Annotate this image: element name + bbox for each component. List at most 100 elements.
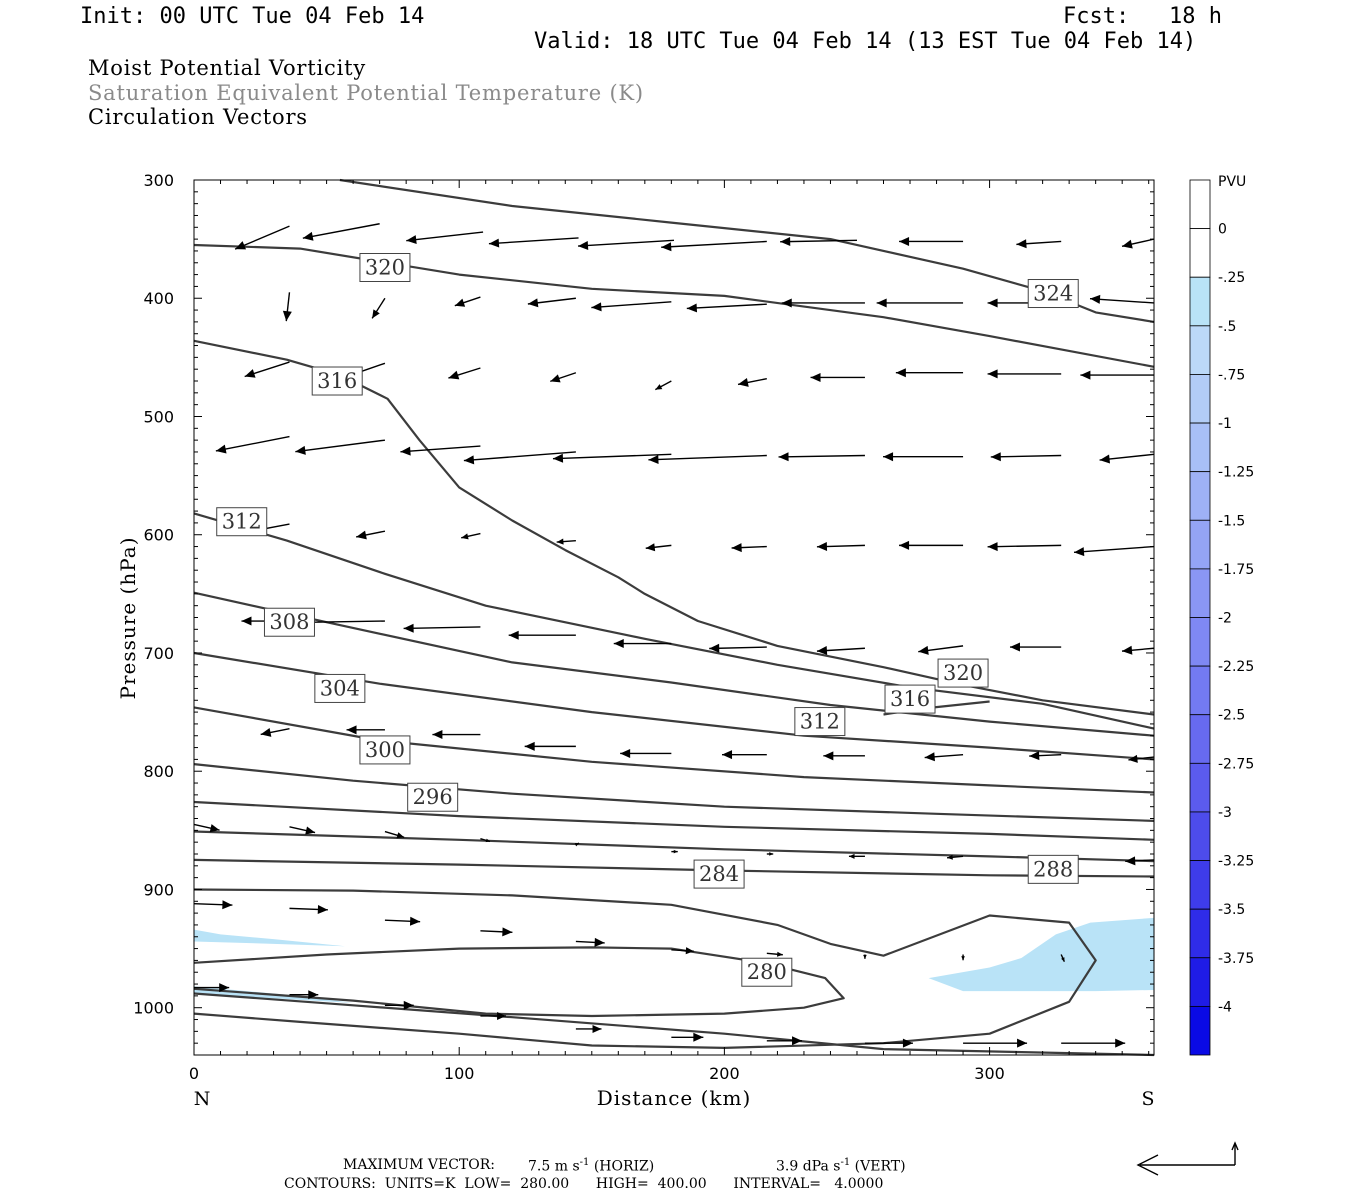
- colorbar-label: -2.5: [1218, 708, 1245, 724]
- vector-head: [406, 235, 417, 245]
- vector-head: [346, 725, 357, 735]
- vector-head: [902, 1038, 913, 1048]
- vector-head: [1029, 751, 1040, 761]
- contour-label-text: 316: [317, 369, 357, 393]
- vector-arrow: [480, 927, 513, 937]
- vector-shaft: [591, 301, 672, 309]
- vector-shaft: [686, 303, 767, 310]
- vector-arrow: [432, 730, 481, 740]
- contour-288-10: [193, 858, 1155, 878]
- vector-head: [987, 369, 998, 379]
- vector-head: [780, 237, 791, 247]
- contour-324-0: [339, 178, 1155, 323]
- max-vector-label: MAXIMUM VECTOR:: [343, 1157, 495, 1173]
- contour-label-text: 280: [747, 960, 787, 984]
- vector-arrow: [508, 630, 576, 640]
- vector-arrow: [289, 826, 316, 835]
- vector-head: [497, 1011, 507, 1021]
- y-tick-label: 300: [143, 171, 174, 190]
- vector-head: [1122, 645, 1133, 655]
- y-tick-label: 500: [143, 407, 174, 426]
- init-time: Init: 00 UTC Tue 04 Feb 14: [80, 4, 425, 29]
- vector-arrow: [215, 435, 290, 454]
- contour-320-1: [193, 243, 1155, 368]
- x-tick-label: 0: [189, 1064, 199, 1083]
- x-axis-label: Distance (km): [597, 1086, 752, 1110]
- vector-arrow: [1060, 954, 1066, 962]
- vector-arrow: [1061, 1038, 1126, 1048]
- reference-vector: [1136, 1141, 1239, 1176]
- contour-label-text: 312: [222, 510, 262, 534]
- colorbar-swatch: [1189, 276, 1211, 327]
- vector-head: [356, 530, 367, 540]
- max-vector-vert: 3.9 dPa s-1 (VERT): [776, 1157, 906, 1175]
- colorbar-swatch: [1189, 1005, 1211, 1056]
- vector-head: [987, 298, 998, 308]
- y-tick-label: 700: [143, 644, 174, 663]
- contour-label-320: 320: [937, 658, 989, 688]
- colorbar-label: -1: [1218, 416, 1232, 432]
- vector-head: [620, 748, 631, 758]
- colorbar-label: -.25: [1218, 270, 1245, 286]
- contour-label-text: 320: [365, 256, 405, 280]
- vector-arrow: [527, 297, 576, 308]
- vector-arrow: [810, 372, 865, 382]
- colorbar-label: -3: [1218, 805, 1232, 821]
- vector-arrow: [1089, 294, 1155, 304]
- vector-arrow: [778, 452, 865, 462]
- vector-arrow: [620, 748, 672, 758]
- vector-head: [235, 241, 247, 250]
- theta-es-contours: [193, 178, 1155, 1057]
- vector-arrow: [899, 540, 964, 550]
- x-tick-label: 100: [444, 1064, 475, 1083]
- y-tick-label: 1000: [133, 999, 174, 1018]
- colorbar-label: -2.75: [1218, 756, 1254, 772]
- vector-shaft: [552, 453, 672, 460]
- vector-arrow: [737, 377, 767, 387]
- vector-arrow: [883, 452, 964, 462]
- vector-arrow: [766, 852, 774, 856]
- vector-head: [613, 639, 624, 649]
- contour-label-text: 324: [1033, 282, 1073, 306]
- vector-arrow: [661, 240, 767, 252]
- vector-head: [508, 630, 519, 640]
- vector-head: [924, 752, 935, 762]
- vector-head: [527, 298, 539, 308]
- vector-arrow: [722, 750, 767, 760]
- vector-shaft: [577, 239, 675, 247]
- vector-head: [778, 452, 789, 462]
- contour-unlabeled-13: [193, 992, 1155, 1057]
- vector-arrow: [574, 842, 580, 847]
- contour-label-box: [794, 707, 846, 737]
- vector-head: [260, 728, 272, 737]
- vector-arrow: [234, 225, 290, 250]
- vector-arrow: [766, 951, 783, 957]
- vector-head: [685, 947, 694, 955]
- colorbar-label: -.5: [1218, 319, 1236, 335]
- vector-arrow: [1073, 545, 1155, 557]
- contour-unlabeled-8: [193, 800, 1155, 841]
- contour-label-text: 308: [269, 610, 309, 634]
- vector-arrow: [406, 231, 484, 245]
- colorbar-label: -3.5: [1218, 902, 1245, 918]
- vector-arrow: [1121, 238, 1155, 249]
- title-circulation: Circulation Vectors: [88, 105, 308, 129]
- vector-head: [661, 242, 672, 252]
- colorbar-swatch: [1189, 957, 1211, 1007]
- vector-arrow: [480, 837, 491, 843]
- vector-head: [816, 542, 828, 552]
- vector-arrow: [671, 849, 678, 854]
- vector-arrow: [577, 239, 675, 250]
- vector-arrow: [552, 453, 672, 463]
- vector-arrow: [731, 543, 767, 553]
- vector-head: [1016, 239, 1027, 249]
- vector-arrow: [556, 538, 576, 545]
- plot-frame: [193, 179, 1155, 1056]
- vector-head: [947, 854, 953, 860]
- vector-head: [591, 302, 602, 312]
- contour-label-box: [359, 735, 411, 765]
- vector-arrow: [524, 741, 576, 751]
- circulation-vectors: [193, 223, 1155, 1048]
- vector-head: [1125, 856, 1136, 866]
- contour-label-text: 296: [413, 785, 453, 809]
